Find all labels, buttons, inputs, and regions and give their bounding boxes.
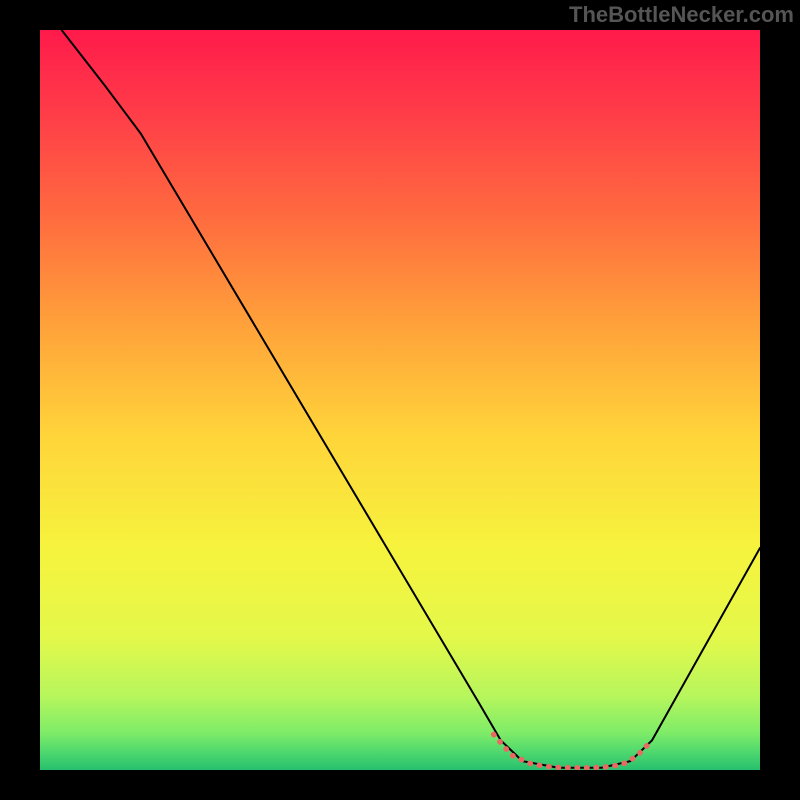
chart-svg bbox=[40, 30, 760, 770]
figure-container: TheBottleNecker.com bbox=[0, 0, 800, 800]
plot-area bbox=[40, 30, 760, 770]
gradient-background bbox=[40, 30, 760, 770]
watermark-text: TheBottleNecker.com bbox=[569, 2, 794, 28]
